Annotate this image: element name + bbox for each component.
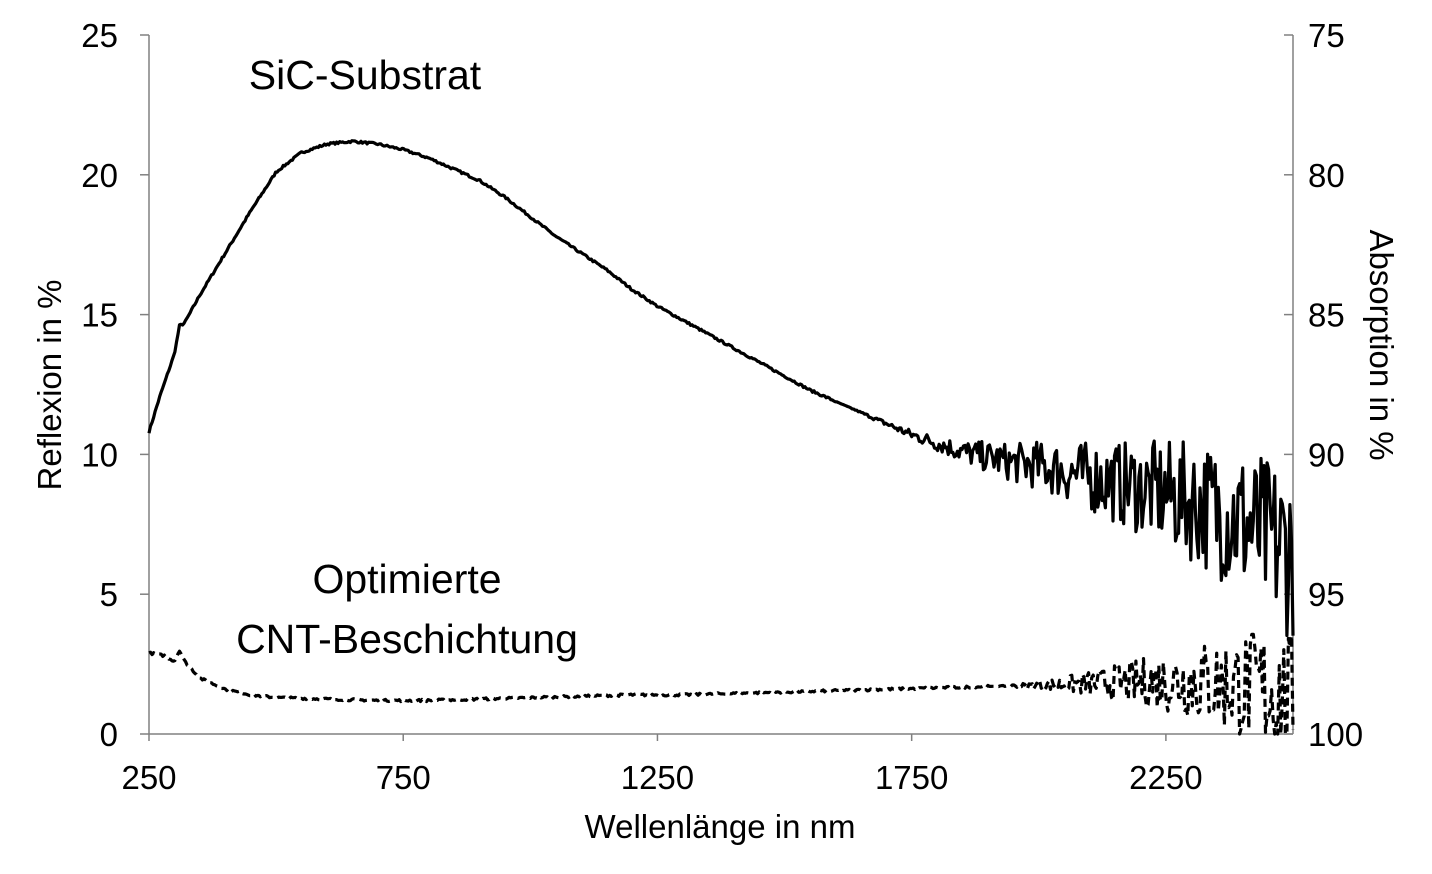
y2-tick-label: 90 (1308, 436, 1345, 473)
y-tick-label: 5 (100, 576, 118, 613)
y-tick-label: 15 (81, 297, 118, 334)
series-layer (147, 139, 1295, 736)
x-tick-label: 250 (121, 759, 176, 796)
x-axis-title: Wellenlänge in nm (585, 808, 856, 845)
labels: Wellenlänge in nm Reflexion in % Absorpt… (31, 52, 1400, 845)
y-tick-label: 0 (100, 716, 118, 753)
y2-tick-label: 95 (1308, 576, 1345, 613)
annotation-cnt-beschichtung: CNT-Beschichtung (236, 616, 578, 662)
series-line-cnt-beschichtung (148, 632, 1295, 736)
annotation-optimierte: Optimierte (312, 556, 501, 602)
y-tick-label: 20 (81, 157, 118, 194)
y2-tick-label: 80 (1308, 157, 1345, 194)
y-axis-title: Reflexion in % (31, 280, 68, 491)
y2-axis-title: Absorption in % (1363, 229, 1400, 460)
series-line-sic-substrat (147, 139, 1295, 638)
x-tick-label: 750 (376, 759, 431, 796)
annotation-sic-substrat: SiC-Substrat (249, 52, 482, 98)
y2-tick-label: 100 (1308, 716, 1363, 753)
x-tick-label: 1250 (621, 759, 694, 796)
y2-tick-label: 75 (1308, 17, 1345, 54)
x-tick-label: 1750 (875, 759, 948, 796)
y-tick-label: 10 (81, 436, 118, 473)
ticks-layer: 250 750 1250 1750 2250 0 5 10 15 20 25 100 95 90 85 80 7… (81, 17, 1363, 796)
y-tick-label: 25 (81, 17, 118, 54)
x-tick-label: 2250 (1129, 759, 1202, 796)
y2-tick-label: 85 (1308, 297, 1345, 334)
